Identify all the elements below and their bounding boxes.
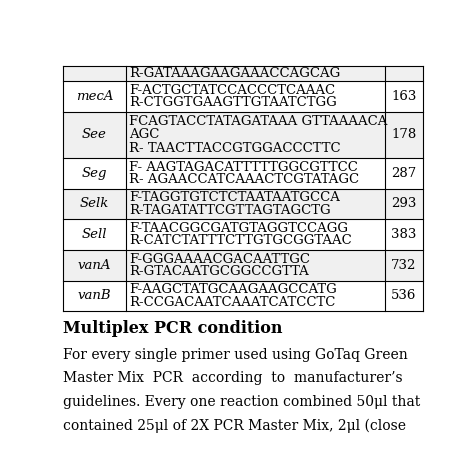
Text: Seg: Seg — [82, 167, 107, 180]
Text: contained 25μl of 2X PCR Master Mix, 2μl (close: contained 25μl of 2X PCR Master Mix, 2μl… — [63, 419, 406, 433]
Text: Multiplex PCR condition: Multiplex PCR condition — [63, 320, 283, 337]
Text: 732: 732 — [392, 259, 417, 272]
Text: R- AGAACCATCAAACTCGTATAGC: R- AGAACCATCAAACTCGTATAGC — [129, 173, 359, 186]
Text: R-CCGACAATCAAATCATCCTC: R-CCGACAATCAAATCATCCTC — [129, 296, 335, 309]
Text: F-TAGGTGTCTCTAATAATGCCA: F-TAGGTGTCTCTAATAATGCCA — [129, 191, 340, 204]
Text: R-TAGATATTCGTTAGTAGCTG: R-TAGATATTCGTTAGTAGCTG — [129, 204, 330, 217]
Text: Master Mix  PCR  according  to  manufacturer’s: Master Mix PCR according to manufacturer… — [63, 372, 402, 385]
Text: F-AAGCTATGCAAGAAGCCATG: F-AAGCTATGCAAGAAGCCATG — [129, 283, 337, 296]
Text: R-CTGGTGAAGTTGTAATCTGG: R-CTGGTGAAGTTGTAATCTGG — [129, 96, 337, 109]
Text: AGC: AGC — [129, 128, 159, 141]
Text: For every single primer used using GoTaq Green: For every single primer used using GoTaq… — [63, 348, 408, 362]
Text: 178: 178 — [392, 128, 417, 141]
Text: F-GGGAAAACGACAATTGC: F-GGGAAAACGACAATTGC — [129, 253, 310, 265]
Bar — [63, 250, 423, 281]
Text: 287: 287 — [392, 167, 417, 180]
Text: 163: 163 — [392, 90, 417, 103]
Text: R- TAACTTACCGTGGACCCTTC: R- TAACTTACCGTGGACCCTTC — [129, 142, 340, 155]
Text: vanB: vanB — [78, 290, 111, 302]
Bar — [63, 66, 423, 82]
Text: Sell: Sell — [82, 228, 107, 241]
Text: R-GATAAAGAAGAAACCAGCAG: R-GATAAAGAAGAAACCAGCAG — [129, 67, 340, 80]
Text: R-GTACAATGCGGCCGTTA: R-GTACAATGCGGCCGTTA — [129, 265, 309, 278]
Text: 536: 536 — [392, 290, 417, 302]
Text: F-TAACGGCGATGTAGGTCCAGG: F-TAACGGCGATGTAGGTCCAGG — [129, 222, 348, 235]
Text: 383: 383 — [392, 228, 417, 241]
Text: FCAGTACCTATAGATAAA GTTAAAACA: FCAGTACCTATAGATAAA GTTAAAACA — [129, 115, 387, 128]
Bar — [63, 158, 423, 189]
Text: guidelines. Every one reaction combined 50μl that: guidelines. Every one reaction combined … — [63, 395, 420, 409]
Text: vanA: vanA — [78, 259, 111, 272]
Bar — [63, 82, 423, 112]
Text: 293: 293 — [392, 198, 417, 210]
Bar — [63, 112, 423, 158]
Text: F- AAGTAGACATTTTTGGCGTTCC: F- AAGTAGACATTTTTGGCGTTCC — [129, 161, 358, 173]
Bar — [63, 219, 423, 250]
Text: R-CATCTATTTCTTGTGCGGTAAC: R-CATCTATTTCTTGTGCGGTAAC — [129, 234, 352, 247]
Text: mecA: mecA — [76, 90, 113, 103]
Text: See: See — [82, 128, 107, 141]
Text: F-ACTGCTATCCACCCTCAAAC: F-ACTGCTATCCACCCTCAAAC — [129, 84, 335, 97]
Bar — [63, 281, 423, 311]
Text: Selk: Selk — [80, 198, 109, 210]
Bar — [63, 189, 423, 219]
